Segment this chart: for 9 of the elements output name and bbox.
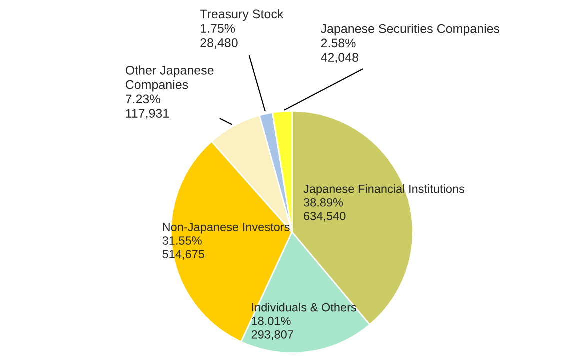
slice-label: Japanese Securities Companies xyxy=(320,24,500,36)
data-label: 1.75% 28,480 xyxy=(200,24,238,49)
slice-label: Other Japanese Companies xyxy=(126,66,214,92)
data-label: 7.23% 117,931 xyxy=(126,94,170,120)
slice-label: Treasury Stock xyxy=(200,9,284,22)
data-label: 2.58% 42,048 xyxy=(321,38,358,64)
data-label: 38.89% 634,540 xyxy=(304,198,346,222)
data-label: 18.01% 293,807 xyxy=(252,316,294,340)
slice-label: Japanese Financial Institutions xyxy=(304,184,465,196)
